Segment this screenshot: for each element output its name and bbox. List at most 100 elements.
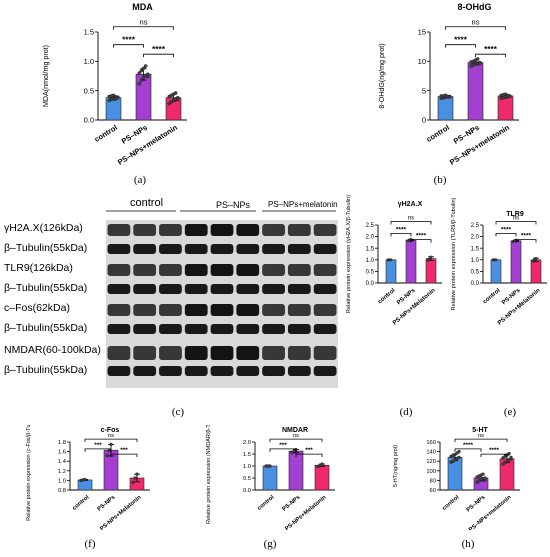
bar-2 — [425, 258, 437, 284]
x-tick-label: PS-NPs — [97, 495, 117, 513]
blot-group-ps-nps: PS–NPs — [216, 200, 251, 210]
blot-band — [159, 346, 182, 360]
significance-bracket — [84, 448, 112, 452]
bar-1 — [467, 62, 484, 121]
significance-bracket — [113, 26, 174, 30]
blot-band — [262, 264, 285, 276]
y-tick-label: 1.0 — [471, 258, 480, 264]
y-tick-label: 140 — [426, 450, 436, 456]
data-point — [143, 64, 148, 68]
blot-band — [313, 346, 337, 360]
significance-label: **** — [416, 233, 427, 240]
blot-band — [133, 264, 157, 276]
panel-h-5ht-chart: 5-HT 60 80 100 120 140 160 5-HT(ng/mg prot) cont… — [385, 425, 550, 533]
significance-bracket — [454, 438, 508, 443]
blot-band — [133, 324, 157, 334]
panel-label-a: (a) — [133, 174, 147, 186]
y-tick-label: 1.4 — [58, 459, 67, 465]
panel-label-g: (g) — [263, 538, 277, 550]
blot-band — [236, 346, 260, 360]
blot-band — [133, 346, 157, 360]
blot-band — [107, 224, 131, 236]
blot-band-label: TLR9(126kDa) — [4, 262, 73, 274]
data-point — [139, 78, 144, 82]
nmdar-bar-chart: NMDAR 0.0 0.5 1.0 1.5 2.0 Relative protein exp… — [206, 408, 335, 532]
significance-bracket — [515, 239, 537, 243]
significance-bracket — [410, 239, 432, 243]
significance-bracket — [475, 53, 506, 58]
blot-band — [107, 346, 131, 360]
y-tick-label: 0.0 — [84, 116, 94, 125]
y-tick-label: 60 — [430, 488, 436, 494]
blot-band — [287, 346, 311, 360]
significance-bracket — [113, 44, 144, 48]
x-tick-label: control — [377, 287, 397, 305]
y-tick-label: 1.6 — [58, 450, 66, 456]
blot-band-label: β–Tubulin(55kDa) — [4, 242, 88, 254]
significance-bracket — [390, 221, 432, 225]
bar-1 — [510, 240, 522, 284]
blot-band-label: γH2A.X(126kDa) — [4, 222, 83, 234]
significance-bracket — [454, 448, 482, 452]
blot-band — [184, 346, 208, 360]
blot-band — [210, 244, 234, 254]
panel-label-b: (b) — [433, 174, 447, 186]
data-point — [457, 449, 461, 454]
panel-label-f: (f) — [84, 538, 96, 550]
blot-band — [107, 304, 131, 316]
data-point — [448, 95, 452, 99]
y-axis-label: Relative protein expression (NMDAR/β-Tub… — [206, 425, 212, 524]
bar-0 — [490, 259, 502, 284]
significance-label: ns — [108, 433, 114, 439]
blot-band — [133, 366, 157, 376]
y-tick-label: 80 — [430, 478, 436, 484]
y-tick-label: 2.0 — [471, 235, 480, 241]
blot-band — [313, 284, 337, 294]
data-point — [173, 91, 178, 95]
x-tick-label: PS-NPs — [282, 495, 302, 513]
x-tick-label: control — [93, 123, 119, 144]
chart-title: MDA — [132, 2, 153, 12]
blot-band-label: β–Tubulin(55kDa) — [4, 322, 88, 334]
blot-group-control: control — [130, 197, 164, 209]
data-point — [508, 94, 512, 99]
data-point — [133, 476, 137, 480]
significance-label: ns — [293, 433, 299, 439]
cfos-bar-chart: c-Fos 0.8 1.0 1.2 1.4 1.6 1.8 Relative protein … — [26, 411, 150, 532]
x-tick-label: PS–NPs+melatonin — [468, 494, 513, 530]
panel-label-c: (c) — [171, 406, 185, 418]
panel-b-8ohdg-chart: 8-OHdG 0 5 10 15 8-OHdG(ng/mg prot) control PS–… — [370, 0, 550, 170]
significance-label: **** — [489, 447, 499, 454]
blot-band-label: β–Tubulin(55kDa) — [4, 364, 88, 376]
y-tick-label: 1.5 — [471, 246, 480, 252]
data-point — [389, 258, 393, 262]
x-tick-label: control — [482, 287, 502, 305]
tlr9-bar-chart: TLR9 0.0 0.5 1.0 1.5 2.0 2.5 Relative protein e… — [451, 197, 547, 326]
y-axis-label: 5-HT(ng/mg prot) — [393, 445, 399, 487]
significance-label: ns — [478, 433, 484, 439]
blot-band — [107, 324, 131, 334]
panel-g-nmdar-chart: NMDAR 0.0 0.5 1.0 1.5 2.0 Relative protein exp… — [200, 408, 360, 532]
significance-bracket — [84, 438, 138, 443]
y-tick-label: 1.0 — [84, 57, 94, 66]
chart-title: c-Fos — [101, 427, 120, 434]
blot-band — [184, 244, 208, 254]
y-tick-label: 1.0 — [243, 464, 251, 470]
panel-a-mda-chart: MDA 0.0 0.5 1.0 1.5 MDA(nmol/mg prot) control P… — [30, 0, 230, 170]
significance-label: **** — [152, 45, 166, 54]
significance-bracket — [110, 453, 138, 458]
data-point — [141, 66, 146, 71]
blot-band — [262, 244, 285, 254]
blot-band — [287, 244, 311, 254]
y-tick-label: 2.5 — [366, 223, 375, 229]
chart-title: NMDAR — [282, 427, 308, 434]
chart-title: γH2A.X — [398, 201, 423, 208]
gh2ax-bar-chart: γH2A.X 0.0 0.5 1.0 1.5 2.0 2.5 Relative protein… — [346, 195, 442, 326]
data-point — [429, 255, 433, 259]
significance-label: *** — [305, 447, 313, 454]
x-tick-label: control — [257, 494, 276, 511]
data-point — [111, 93, 116, 98]
bar-0 — [437, 96, 454, 121]
y-tick-label: 1.0 — [58, 478, 66, 484]
